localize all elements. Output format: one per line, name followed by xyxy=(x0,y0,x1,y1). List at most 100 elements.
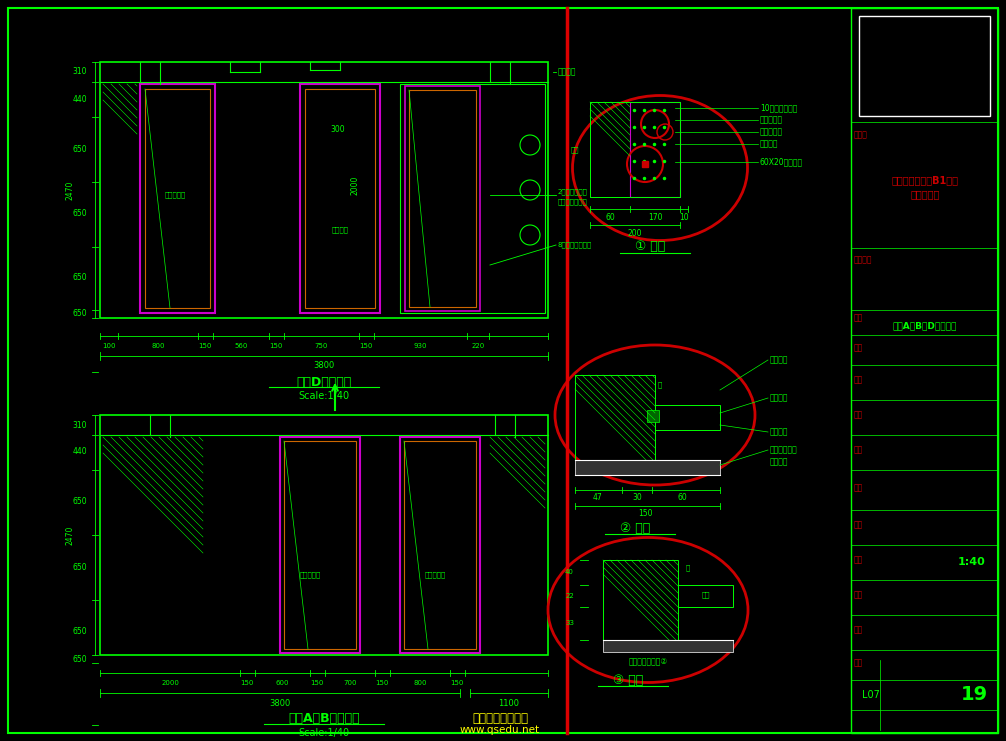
Bar xyxy=(603,560,678,640)
Text: Scale:1/40: Scale:1/40 xyxy=(299,391,349,401)
Text: 10厚钢化清玻璃: 10厚钢化清玻璃 xyxy=(760,104,798,113)
Text: 150: 150 xyxy=(638,510,652,519)
Text: ③ 大样: ③ 大样 xyxy=(613,674,643,686)
Text: 墙面白色乳胶漆: 墙面白色乳胶漆 xyxy=(558,199,588,205)
Text: 200: 200 xyxy=(628,228,642,238)
Text: 700: 700 xyxy=(343,680,357,686)
Text: 440: 440 xyxy=(72,95,87,104)
Text: 40: 40 xyxy=(565,569,574,575)
Text: 小板凳门框: 小板凳门框 xyxy=(300,572,321,578)
Text: 1:40: 1:40 xyxy=(958,557,985,567)
Text: 800: 800 xyxy=(151,343,165,349)
Bar xyxy=(647,410,659,422)
Text: 150: 150 xyxy=(270,343,283,349)
Text: 内: 内 xyxy=(686,565,690,571)
Text: 650: 650 xyxy=(72,273,87,282)
Bar xyxy=(678,585,733,607)
Text: 150: 150 xyxy=(359,343,372,349)
Text: 800: 800 xyxy=(413,680,427,686)
Text: 170: 170 xyxy=(648,213,662,222)
Text: 750: 750 xyxy=(314,343,328,349)
Text: 150: 150 xyxy=(310,680,324,686)
Text: 440: 440 xyxy=(72,448,87,456)
Bar xyxy=(409,90,476,307)
Text: 天花部分: 天花部分 xyxy=(558,67,576,76)
Bar xyxy=(300,84,380,313)
Bar xyxy=(630,102,680,197)
Text: 齐生设计职业学校: 齐生设计职业学校 xyxy=(472,711,528,725)
Text: 310: 310 xyxy=(72,67,87,76)
Bar xyxy=(575,375,655,460)
Text: 1100: 1100 xyxy=(499,699,519,708)
Text: 抽木饰面: 抽木饰面 xyxy=(770,428,789,436)
Text: 2公分墙面饰框: 2公分墙面饰框 xyxy=(558,189,588,196)
Bar xyxy=(400,84,545,313)
Text: Scale:1/40: Scale:1/40 xyxy=(299,728,349,738)
Text: 60X20实木线条: 60X20实木线条 xyxy=(760,158,803,167)
Text: ② 大样: ② 大样 xyxy=(620,522,650,534)
Bar xyxy=(575,460,720,475)
Text: 日期: 日期 xyxy=(854,659,863,668)
Text: 650: 650 xyxy=(72,626,87,636)
Text: 3800: 3800 xyxy=(314,362,335,370)
Text: 绘图: 绘图 xyxy=(854,411,863,419)
Text: 30: 30 xyxy=(632,494,642,502)
Text: 审定: 审定 xyxy=(854,520,863,530)
Text: 150: 150 xyxy=(198,343,211,349)
Bar xyxy=(404,441,476,649)
Text: 10: 10 xyxy=(679,213,689,222)
Text: 实木线条: 实木线条 xyxy=(770,356,789,365)
Text: 220: 220 xyxy=(472,343,485,349)
Text: 设计: 设计 xyxy=(854,376,863,385)
Text: ① 大样: ① 大样 xyxy=(635,241,665,253)
Text: 560: 560 xyxy=(234,343,247,349)
Text: 卫生门框: 卫生门框 xyxy=(332,227,348,233)
Text: 业主: 业主 xyxy=(854,344,863,353)
Text: 150: 150 xyxy=(375,680,388,686)
Text: 拟建殷墟样板房B1户型: 拟建殷墟样板房B1户型 xyxy=(891,175,959,185)
Text: 墙体: 墙体 xyxy=(702,592,710,598)
Text: 抽木饰面: 抽木饰面 xyxy=(770,393,789,402)
Text: 内置仿真竹: 内置仿真竹 xyxy=(760,127,783,136)
Text: 100: 100 xyxy=(103,343,116,349)
Text: 刮腻各层: 刮腻各层 xyxy=(770,457,789,467)
Text: （通廊型）: （通廊型） xyxy=(910,189,940,199)
Bar xyxy=(590,102,680,197)
Text: 650: 650 xyxy=(72,144,87,153)
Text: 150: 150 xyxy=(451,680,464,686)
Text: 2000: 2000 xyxy=(350,176,359,195)
Text: 内: 内 xyxy=(658,382,662,388)
Bar xyxy=(100,62,548,318)
Text: 930: 930 xyxy=(413,343,427,349)
Text: 650: 650 xyxy=(72,310,87,319)
Text: 审核: 审核 xyxy=(854,445,863,454)
Text: 校核: 校核 xyxy=(854,483,863,493)
Text: 150: 150 xyxy=(240,680,254,686)
Text: 300: 300 xyxy=(331,125,345,135)
Text: 47: 47 xyxy=(594,494,603,502)
Bar xyxy=(590,102,630,197)
Bar xyxy=(140,84,215,313)
Bar xyxy=(284,441,356,649)
Text: L07: L07 xyxy=(862,690,880,700)
Bar xyxy=(145,89,210,308)
Text: 2470: 2470 xyxy=(65,180,74,199)
Text: 走道D向立面图: 走道D向立面图 xyxy=(297,376,352,388)
Text: 走道A、B、D向立面图: 走道A、B、D向立面图 xyxy=(892,322,957,330)
Text: 2470: 2470 xyxy=(65,525,74,545)
Text: 60: 60 xyxy=(606,213,615,222)
Text: 33: 33 xyxy=(565,620,574,626)
Text: 19: 19 xyxy=(961,685,988,705)
Text: 600: 600 xyxy=(276,680,289,686)
Text: 主卧壁灯架: 主卧壁灯架 xyxy=(425,572,446,578)
Text: 实木线条定制: 实木线条定制 xyxy=(770,445,798,454)
Text: 走道壁灯架: 走道壁灯架 xyxy=(164,192,186,199)
Bar xyxy=(400,437,480,653)
Text: 3800: 3800 xyxy=(270,699,291,708)
Text: 墙面: 墙面 xyxy=(570,147,579,153)
Bar xyxy=(280,437,360,653)
Bar xyxy=(851,8,998,733)
Text: 比例: 比例 xyxy=(854,556,863,565)
Text: 2000: 2000 xyxy=(161,680,179,686)
Bar xyxy=(405,86,480,311)
